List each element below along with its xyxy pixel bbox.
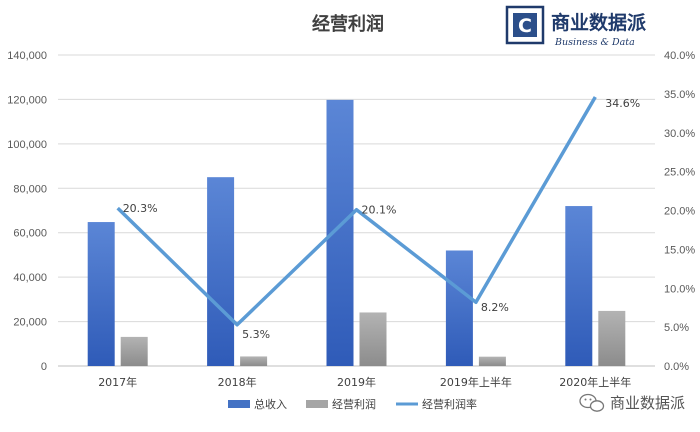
margin-line-path bbox=[116, 96, 597, 327]
left-tick-label: 0 bbox=[41, 361, 47, 373]
x-axis-labels: 2017年 2018年 2019年 2019年上半年 2020年上半年 bbox=[98, 375, 631, 389]
chart-title: 经营利润 bbox=[312, 13, 384, 35]
wechat-icon bbox=[579, 393, 605, 412]
legend: 总收入 经营利润 经营利润率 bbox=[228, 397, 477, 411]
right-tick-label: 0.0% bbox=[664, 361, 689, 373]
left-tick-label: 60,000 bbox=[13, 228, 47, 240]
left-tick-label: 20,000 bbox=[13, 317, 47, 329]
watermark-text: 商业数据派 bbox=[610, 394, 685, 412]
margin-line: 20.3% 5.3% 20.1% 8.2% 34.6% bbox=[116, 96, 640, 341]
x-tick-label: 2019年上半年 bbox=[440, 375, 512, 389]
left-tick-label: 140,000 bbox=[7, 50, 47, 62]
margin-data-label: 20.1% bbox=[362, 204, 397, 217]
left-tick-label: 120,000 bbox=[7, 94, 47, 106]
legend-swatch bbox=[306, 400, 328, 408]
svg-text:C: C bbox=[518, 15, 532, 37]
revenue-bar bbox=[207, 177, 235, 366]
brand-logo: C 商业数据派 Business & Data bbox=[505, 5, 647, 48]
profit-bar bbox=[598, 310, 626, 366]
right-tick-label: 20.0% bbox=[664, 206, 695, 218]
profit-bar bbox=[478, 356, 506, 366]
right-tick-label: 35.0% bbox=[664, 89, 695, 101]
left-tick-label: 80,000 bbox=[13, 183, 47, 195]
right-tick-label: 15.0% bbox=[664, 244, 695, 256]
x-tick-label: 2017年 bbox=[98, 375, 137, 389]
x-tick-label: 2018年 bbox=[218, 375, 257, 389]
right-tick-label: 40.0% bbox=[664, 50, 695, 62]
logo-main-text: 商业数据派 bbox=[551, 11, 647, 34]
logo-sub-text: Business & Data bbox=[554, 37, 635, 48]
left-tick-label: 100,000 bbox=[7, 139, 47, 151]
x-tick-label: 2020年上半年 bbox=[559, 375, 631, 389]
bars bbox=[87, 99, 626, 366]
legend-swatch bbox=[228, 400, 250, 408]
revenue-bar bbox=[87, 222, 115, 366]
revenue-bar bbox=[445, 250, 473, 366]
revenue-bar bbox=[565, 206, 593, 366]
margin-data-label: 5.3% bbox=[242, 328, 270, 341]
margin-data-label: 8.2% bbox=[481, 301, 509, 314]
profit-bar bbox=[240, 356, 268, 366]
x-tick-label: 2019年 bbox=[337, 375, 376, 389]
c-box-logo-icon: C bbox=[505, 5, 545, 45]
right-tick-label: 5.0% bbox=[664, 322, 689, 334]
profit-bar bbox=[120, 336, 148, 366]
profit-bar bbox=[359, 312, 387, 366]
left-axis: 0 20,000 40,000 60,000 80,000 100,000 120,000 1… bbox=[7, 50, 47, 373]
legend-label: 总收入 bbox=[254, 397, 287, 411]
right-tick-label: 30.0% bbox=[664, 128, 695, 140]
margin-data-label: 20.3% bbox=[123, 202, 158, 215]
watermark: 商业数据派 bbox=[579, 393, 685, 412]
right-tick-label: 25.0% bbox=[664, 167, 695, 179]
left-tick-label: 40,000 bbox=[13, 272, 47, 284]
right-tick-label: 10.0% bbox=[664, 283, 695, 295]
margin-data-label: 34.6% bbox=[605, 97, 640, 110]
legend-label: 经营利润率 bbox=[422, 397, 477, 411]
legend-label: 经营利润 bbox=[332, 397, 376, 411]
gridlines bbox=[58, 54, 655, 367]
right-axis: 0.0% 5.0% 10.0% 15.0% 20.0% 25.0% 30.0% 35.0% 40… bbox=[664, 50, 695, 373]
